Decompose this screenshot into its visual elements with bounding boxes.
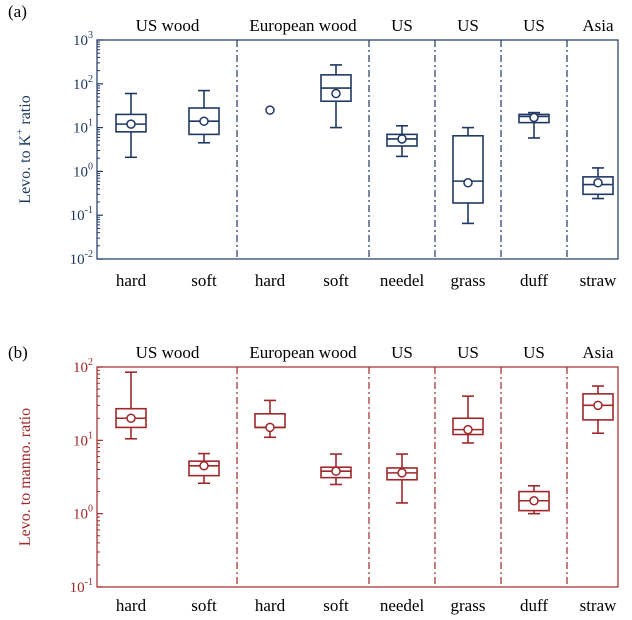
group-label: Asia	[582, 343, 614, 362]
panel-b: (b) US wood European wood US US US Asia 10-1 100…	[8, 343, 619, 615]
category-label: straw	[580, 271, 618, 290]
mean-marker	[397, 134, 407, 144]
group-label: US	[391, 16, 413, 35]
category-label: needel	[380, 596, 425, 615]
group-label: European wood	[249, 343, 357, 362]
mean-marker	[331, 88, 341, 99]
box-duff	[518, 484, 550, 515]
group-label: European wood	[249, 16, 357, 35]
mean-marker	[199, 461, 209, 471]
mean-marker	[265, 422, 275, 433]
category-label: soft	[323, 271, 349, 290]
category-label: duff	[520, 271, 548, 290]
group-label: US	[523, 343, 545, 362]
y-tick-label: 102	[73, 357, 93, 376]
category-label: soft	[191, 596, 217, 615]
panel-a: (a) US wood European wood US US US Asia 10-2 10-…	[8, 2, 619, 290]
panel-label: (b)	[8, 343, 28, 362]
box-duff	[518, 111, 550, 139]
y-tick-label: 100	[73, 504, 93, 523]
category-label: straw	[580, 596, 618, 615]
y-tick-label: 10-1	[70, 205, 93, 224]
box-grass	[452, 126, 484, 225]
mean-marker	[593, 400, 603, 411]
category-label: needel	[380, 271, 425, 290]
group-label: Asia	[582, 16, 614, 35]
box-soft	[320, 453, 352, 486]
category-label: soft	[191, 271, 217, 290]
group-label: US	[523, 16, 545, 35]
box-soft	[188, 89, 220, 144]
group-label: US	[391, 343, 413, 362]
mean-marker	[529, 496, 539, 506]
mean-marker	[126, 413, 136, 424]
box-needel	[386, 124, 418, 158]
group-label: US wood	[136, 343, 200, 362]
box-straw	[582, 385, 614, 435]
iqr-box	[452, 134, 484, 204]
box-straw	[582, 167, 614, 200]
category-label: soft	[323, 596, 349, 615]
category-label: duff	[520, 596, 548, 615]
y-tick-label: 101	[73, 430, 93, 449]
box-soft	[188, 452, 220, 485]
category-label: grass	[451, 271, 486, 290]
group-label: US wood	[136, 16, 200, 35]
box-soft	[320, 64, 352, 129]
panel-label: (a)	[8, 2, 27, 21]
mean-marker	[529, 112, 539, 123]
y-axis-title: Levo. to K+ ratio	[14, 95, 34, 203]
group-label: US	[457, 16, 479, 35]
mean-marker	[331, 466, 341, 476]
category-label: hard	[255, 596, 286, 615]
box-hard	[115, 371, 147, 440]
y-tick-label: 102	[73, 74, 93, 93]
mean-marker	[265, 105, 275, 115]
category-label: hard	[116, 596, 147, 615]
plot-frame	[96, 366, 619, 588]
mean-marker	[126, 119, 136, 129]
y-tick-label: 103	[73, 30, 93, 49]
y-tick-label: 101	[73, 118, 93, 137]
box-needel	[386, 453, 418, 504]
plot-frame	[96, 39, 619, 260]
group-label: US	[457, 343, 479, 362]
box-hard	[265, 105, 275, 115]
mean-marker	[463, 424, 473, 435]
y-tick-label: 10-2	[70, 249, 93, 268]
box-grass	[452, 395, 484, 444]
box-hard	[115, 92, 147, 159]
category-label: grass	[451, 596, 486, 615]
mean-marker	[463, 178, 473, 188]
mean-marker	[397, 468, 407, 478]
category-label: hard	[116, 271, 147, 290]
y-axis-title: Levo. to manno. ratio	[17, 408, 34, 546]
mean-marker	[199, 116, 209, 126]
box-hard	[254, 399, 286, 439]
category-label: hard	[255, 271, 286, 290]
y-tick-label: 100	[73, 161, 93, 180]
mean-marker	[593, 178, 603, 188]
y-tick-label: 10-1	[70, 577, 93, 596]
